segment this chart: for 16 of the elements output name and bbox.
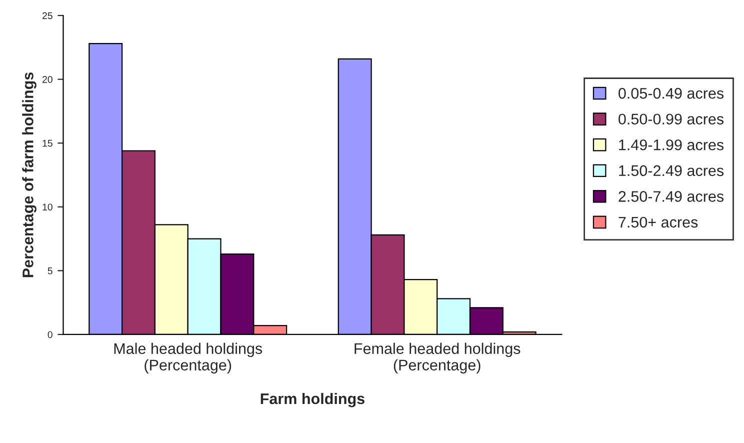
legend-label: 7.50+ acres (618, 216, 698, 228)
x-tick-label: Female headed holdings (Percentage) (354, 342, 520, 374)
legend-label: 1.50-2.49 acres (619, 165, 724, 176)
legend-label: 1.49-1.99 acres (619, 139, 724, 150)
y-tick-label: 10 (42, 204, 52, 210)
x-tick-label: Male headed holdings (Percentage) (114, 342, 262, 374)
x-axis-title: Farm holdings (260, 392, 364, 408)
y-tick-label: 25 (42, 12, 52, 20)
legend-label: 2.50-7.49 acres (618, 191, 724, 202)
legend-label: 0.50-0.99 acres (618, 114, 724, 125)
legend-label: 0.05-0.49 acres (618, 88, 724, 99)
y-tick-label: 0 (48, 331, 52, 338)
y-tick-label: 5 (48, 268, 52, 274)
y-tick-label: 20 (42, 76, 52, 83)
y-tick-label: 15 (42, 140, 52, 147)
y-axis-title: Percentage of farm holdings (22, 72, 36, 278)
